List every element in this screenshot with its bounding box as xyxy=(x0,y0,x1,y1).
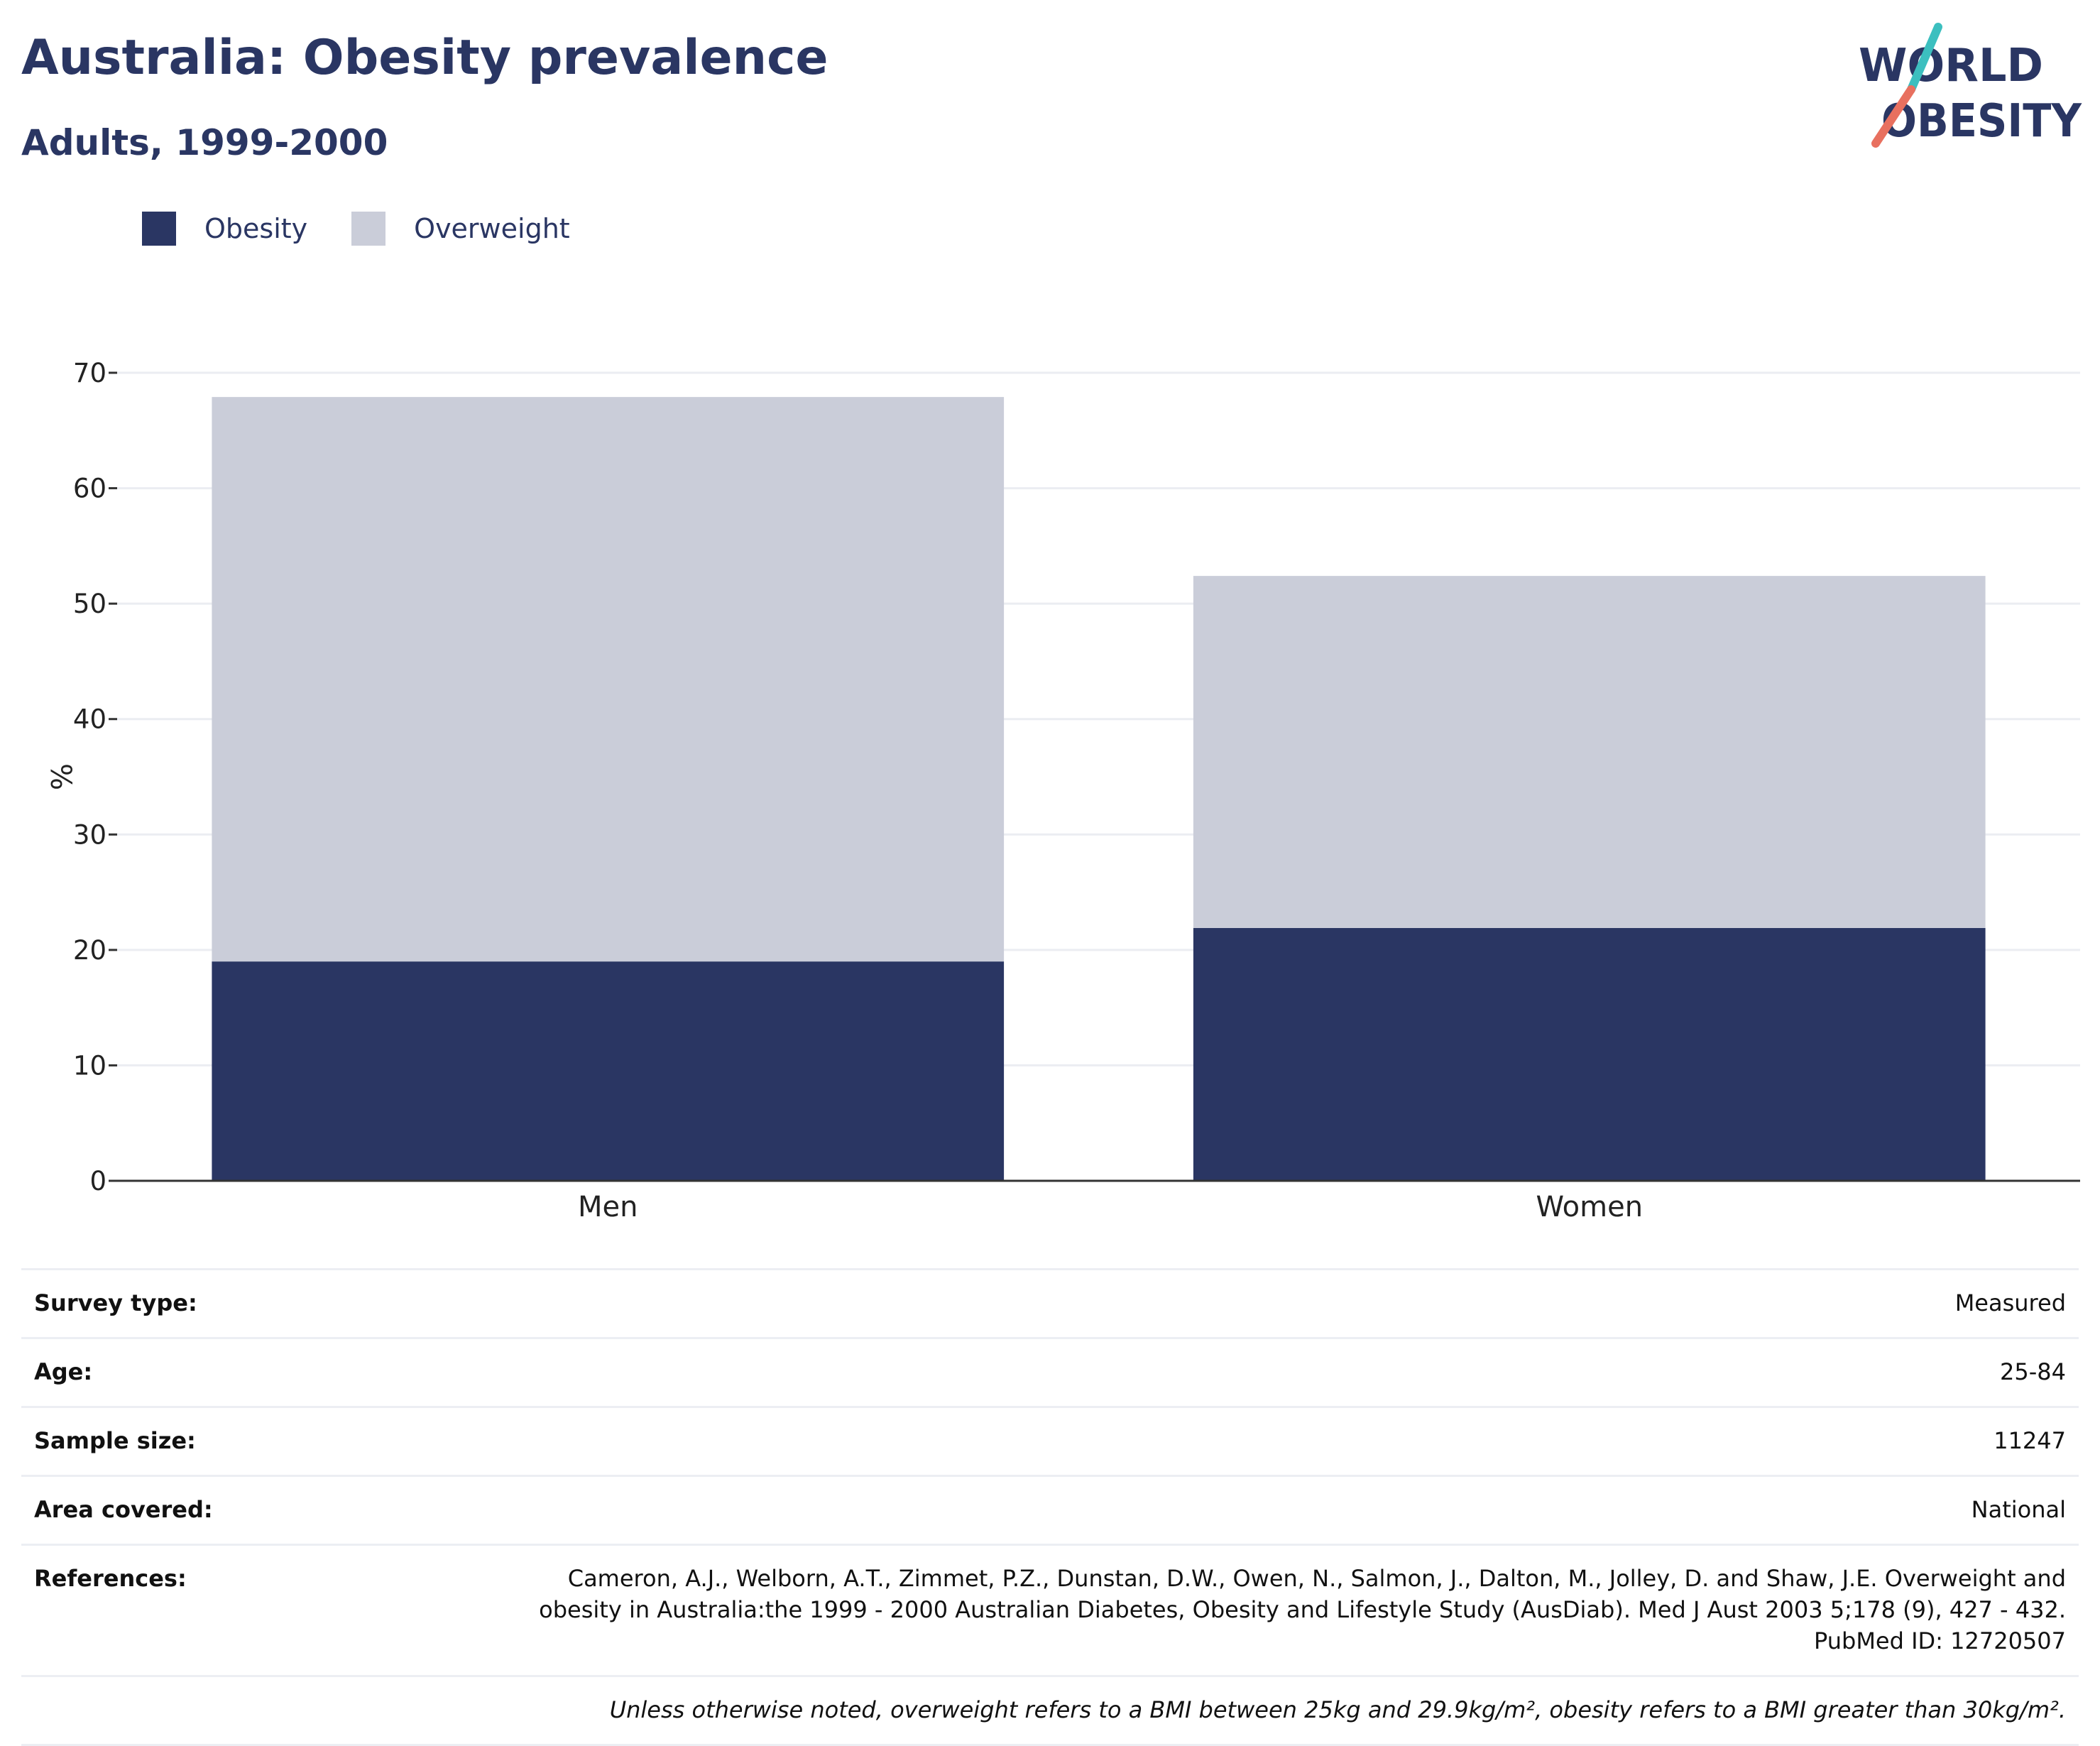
page-title: Australia: Obesity prevalence xyxy=(21,30,828,86)
y-tick-label: 70 xyxy=(73,358,106,388)
meta-key: Age: xyxy=(21,1337,473,1407)
meta-value: National xyxy=(473,1475,2079,1545)
x-tick-label: Women xyxy=(1536,1191,1643,1223)
meta-row-survey-type: Survey type: Measured xyxy=(21,1268,2079,1338)
stacked-bar-chart: 0 10 20 30 40 50 60 70% Men Women xyxy=(44,358,2080,1223)
meta-key: Area covered: xyxy=(21,1475,473,1545)
meta-key: References: xyxy=(21,1544,473,1676)
reference-line: PubMed ID: 12720507 xyxy=(1813,1627,2066,1654)
y-tick-label: 60 xyxy=(73,474,106,504)
meta-value: 25-84 xyxy=(473,1337,2079,1407)
meta-value-references: Cameron, A.J., Welborn, A.T., Zimmet, P.… xyxy=(473,1544,2079,1676)
logo-teal-slash xyxy=(1907,23,1942,94)
y-tick-label: 20 xyxy=(73,935,106,966)
chart-legend: Obesity Overweight xyxy=(142,212,614,246)
reference-line: Cameron, A.J., Welborn, A.T., Zimmet, P.… xyxy=(567,1565,2066,1592)
bar-overweight-men[interactable] xyxy=(212,397,1005,962)
meta-row-age: Age: 25-84 xyxy=(21,1337,2079,1407)
meta-row-sample-size: Sample size: 11247 xyxy=(21,1406,2079,1476)
y-tick-label: 40 xyxy=(73,704,106,735)
logo-coral-slash xyxy=(1871,85,1915,148)
meta-row-area-covered: Area covered: National xyxy=(21,1475,2079,1545)
legend-swatch-obesity xyxy=(142,212,176,246)
bar-obesity-women[interactable] xyxy=(1193,927,1986,1181)
legend-label-obesity: Obesity xyxy=(204,213,308,244)
bmi-definition-note-row: Unless otherwise noted, overweight refer… xyxy=(21,1675,2079,1746)
bar-obesity-men[interactable] xyxy=(212,961,1005,1181)
meta-key: Sample size: xyxy=(21,1406,473,1476)
bar-overweight-women[interactable] xyxy=(1193,576,1986,928)
meta-key: Survey type: xyxy=(21,1268,473,1338)
y-tick-label: 50 xyxy=(73,589,106,619)
legend-label-overweight: Overweight xyxy=(414,213,570,244)
meta-value: 11247 xyxy=(473,1406,2079,1476)
logo-line2: OBESITY xyxy=(1881,95,2082,148)
y-axis-label: % xyxy=(44,763,77,790)
meta-value: Measured xyxy=(473,1268,2079,1338)
y-tick-label: 10 xyxy=(73,1050,106,1081)
page-subtitle: Adults, 1999-2000 xyxy=(21,122,388,163)
legend-swatch-overweight xyxy=(351,212,386,246)
world-obesity-logo: WORLD OBESITY xyxy=(1859,23,2082,148)
legend-item-overweight[interactable]: Overweight xyxy=(351,212,570,246)
survey-metadata-table: Survey type: Measured Age: 25-84 Sample … xyxy=(21,1268,2079,1746)
meta-row-references: References: Cameron, A.J., Welborn, A.T.… xyxy=(21,1544,2079,1676)
bmi-definition-note: Unless otherwise noted, overweight refer… xyxy=(21,1675,2079,1746)
x-tick-label: Men xyxy=(578,1191,638,1223)
legend-item-obesity[interactable]: Obesity xyxy=(142,212,307,246)
y-tick-label: 0 xyxy=(89,1166,106,1196)
reference-line: obesity in Australia:the 1999 - 2000 Aus… xyxy=(539,1596,2066,1623)
y-tick-label: 30 xyxy=(73,819,106,850)
logo-line1: WORLD xyxy=(1859,40,2043,92)
